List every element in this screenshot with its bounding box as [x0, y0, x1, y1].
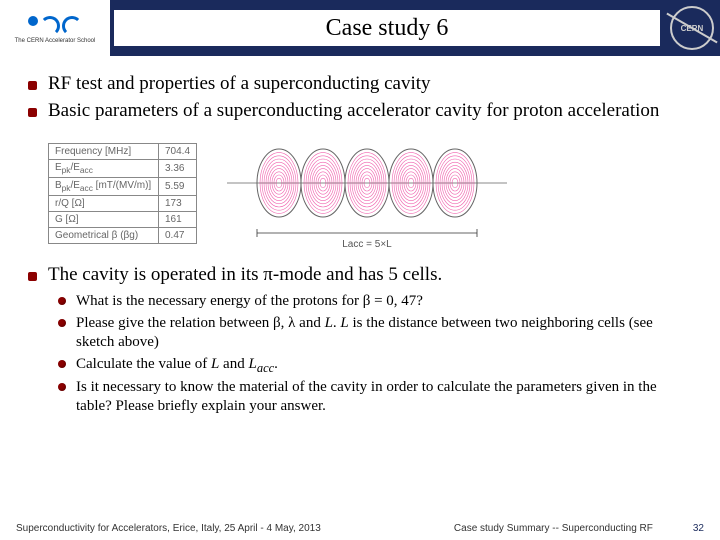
cas-logo-icon: [28, 16, 82, 36]
bullet-item: The cavity is operated in its π-mode and…: [28, 263, 692, 288]
main-bullet-list-2: The cavity is operated in its π-mode and…: [28, 263, 692, 288]
parameters-table: Frequency [MHz]704.4Epk/Eacc3.36Bpk/Eacc…: [48, 143, 197, 244]
page-number: 32: [693, 523, 704, 534]
figure-row: Frequency [MHz]704.4Epk/Eacc3.36Bpk/Eacc…: [48, 133, 692, 253]
footer: Superconductivity for Accelerators, Eric…: [0, 523, 720, 534]
cern-logo: CERN: [664, 0, 720, 56]
main-bullet-list: RF test and properties of a superconduct…: [28, 72, 692, 123]
sub-bullet-list: What is the necessary energy of the prot…: [58, 292, 692, 417]
bullet-item: RF test and properties of a superconduct…: [28, 72, 692, 97]
svg-text:Lacc = 5×L: Lacc = 5×L: [342, 239, 392, 250]
slide-title: Case study 6: [114, 10, 660, 46]
sub-bullet-item: What is the necessary energy of the prot…: [58, 292, 692, 312]
sub-bullet-item: Calculate the value of L and Lacc.: [58, 355, 692, 376]
sub-bullet-item: Is it necessary to know the material of …: [58, 378, 692, 417]
cas-logo: The CERN Accelerator School: [0, 0, 110, 56]
cavity-diagram: Lacc = 5×L: [217, 133, 517, 253]
footer-left: Superconductivity for Accelerators, Eric…: [16, 523, 321, 534]
footer-right: Case study Summary -- Superconducting RF: [454, 523, 653, 534]
header-bar: The CERN Accelerator School Case study 6…: [0, 0, 720, 56]
content-area: RF test and properties of a superconduct…: [0, 56, 720, 417]
cas-logo-caption: The CERN Accelerator School: [15, 38, 96, 44]
sub-bullet-item: Please give the relation between β, λ an…: [58, 314, 692, 353]
bullet-item: Basic parameters of a superconducting ac…: [28, 99, 692, 124]
